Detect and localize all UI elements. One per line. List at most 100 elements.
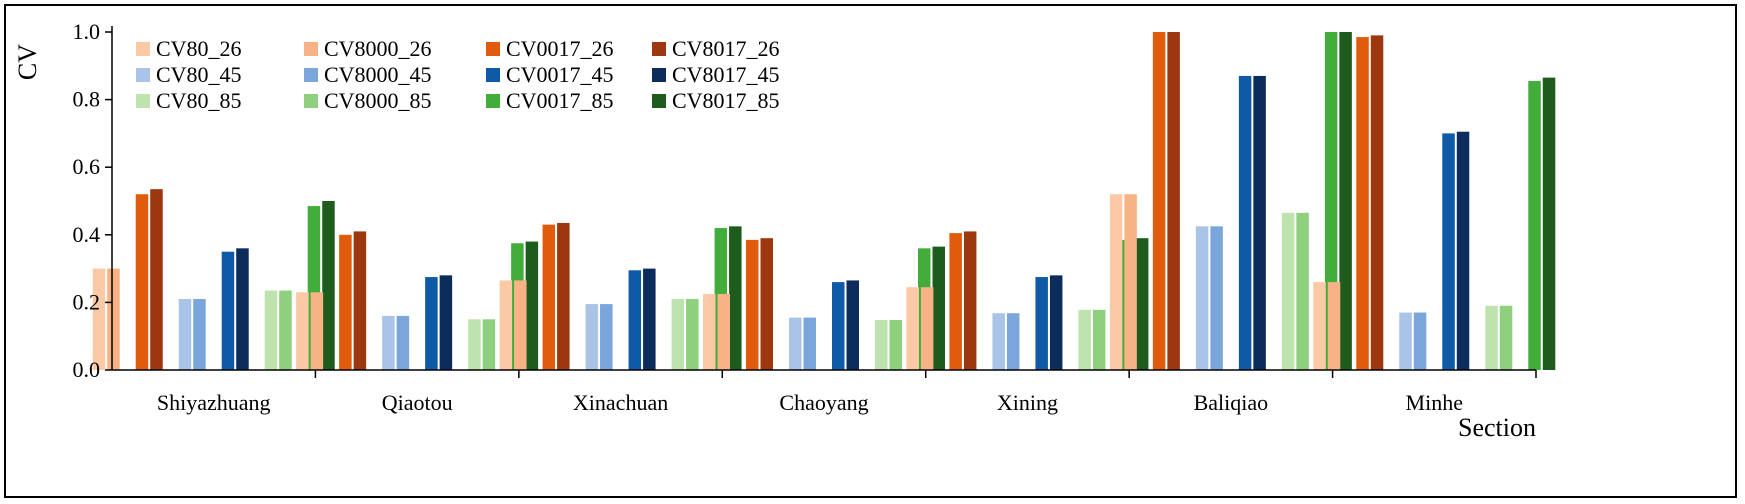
category-labels-group: Shiyazhuang Qiaotou Xinachuan Chaoyang Xinin…	[157, 390, 1463, 415]
bar-cv80-26	[1313, 282, 1326, 370]
y-ticks-group: 0.0 0.2 0.4 0.6 0.8 1.0	[73, 19, 112, 382]
bar-cv8017-26	[963, 231, 977, 370]
y-tick-label: 0.2	[73, 289, 101, 314]
bar-cv8017-85	[525, 241, 539, 370]
legend-swatch	[136, 94, 150, 108]
bar-cv8017-45	[1253, 75, 1266, 370]
bar-cv8017-26	[353, 231, 367, 370]
legend-swatch	[304, 42, 318, 56]
bar-cv8017-85	[932, 246, 945, 370]
bar-cv8000-45	[396, 315, 410, 370]
bar-cv0017-45	[221, 251, 235, 370]
bar-cv8017-85	[322, 201, 335, 370]
bar-cv80-45	[178, 299, 192, 370]
axes-group	[111, 26, 1537, 378]
legend-swatch	[304, 94, 318, 108]
bar-cv8000-85	[1092, 309, 1106, 370]
bar-cv8017-85	[1542, 77, 1556, 370]
x-axis-title: Section	[1458, 413, 1536, 442]
bar-cv80-85	[671, 299, 685, 370]
legend-label: CV8017_45	[672, 62, 780, 87]
bar-cv0017-26	[1152, 32, 1166, 370]
legend-label: CV8017_85	[672, 88, 780, 113]
legend-swatch	[486, 42, 500, 56]
bar-cv80-26	[1109, 194, 1123, 370]
legend-label: CV0017_26	[506, 36, 614, 61]
legend-label: CV0017_85	[506, 88, 614, 113]
bar-cv80-45	[992, 313, 1005, 370]
bar-cv8017-85	[1339, 32, 1352, 370]
bar-cv8017-45	[439, 275, 453, 370]
bar-cv80-45	[789, 317, 802, 370]
category-label: Shiyazhuang	[157, 390, 271, 415]
y-tick-label: 0.4	[73, 222, 101, 247]
legend-label: CV8000_85	[324, 88, 432, 113]
bar-cv80-85	[468, 319, 481, 370]
legend-label: CV8000_45	[324, 62, 432, 87]
legend-swatch	[486, 94, 500, 108]
chart-frame: 0.0 0.2 0.4 0.6 0.8 1.0 Shiyazhuang Qiaotou Xin…	[4, 4, 1737, 498]
bar-cv8017-45	[1049, 275, 1063, 370]
bar-cv8000-85	[1499, 305, 1513, 370]
bar-cv8017-26	[150, 189, 163, 370]
bar-cv80-26	[499, 280, 513, 370]
bar-cv0017-45	[1238, 75, 1252, 370]
bar-cv80-85	[1281, 212, 1295, 370]
bar-cv8000-85	[686, 299, 699, 370]
bar-cv8017-26	[1370, 35, 1384, 370]
legend-swatch	[136, 68, 150, 82]
bar-cv8000-85	[1296, 212, 1309, 370]
legend-swatch	[652, 42, 666, 56]
category-label: Baliqiao	[1194, 390, 1269, 415]
legend-label: CV8000_26	[324, 36, 432, 61]
bar-cv0017-45	[832, 282, 845, 370]
legend-label: CV80_45	[156, 62, 242, 87]
legend-swatch	[652, 68, 666, 82]
bar-cv8017-85	[1135, 238, 1149, 370]
bar-cv8000-45	[193, 299, 206, 370]
bar-cv8000-85	[482, 319, 496, 370]
legend-swatch	[652, 94, 666, 108]
bar-cv0017-26	[949, 233, 962, 370]
bars-group	[92, 32, 1556, 370]
bar-cv0017-45	[1442, 133, 1455, 370]
bar-cv8000-45	[1006, 313, 1020, 370]
bar-cv8017-26	[760, 238, 773, 370]
bar-cv0017-26	[542, 224, 556, 370]
bar-cv0017-26	[1356, 37, 1369, 370]
legend-label: CV0017_45	[506, 62, 614, 87]
bar-cv80-26	[296, 292, 309, 370]
bar-cv80-26	[92, 268, 106, 370]
y-tick-label: 0.8	[73, 87, 101, 112]
bar-cv0017-85	[1528, 81, 1541, 370]
bar-cv8000-85	[279, 290, 292, 370]
bar-cv8000-26	[717, 293, 730, 370]
y-tick-label: 0.6	[73, 154, 101, 179]
bar-cv8017-26	[1167, 32, 1180, 370]
bar-cv8000-45	[803, 317, 816, 370]
bar-cv80-85	[1078, 309, 1091, 370]
legend-label: CV80_26	[156, 36, 242, 61]
category-label: Chaoyang	[779, 390, 868, 415]
legend: CV80_26 CV8000_26 CV0017_26 CV8017_26 CV80_4…	[136, 36, 780, 113]
y-tick-label: 1.0	[73, 19, 101, 44]
bar-cv8000-45	[1413, 312, 1427, 370]
bar-cv8017-26	[557, 222, 570, 370]
bar-cv80-45	[1195, 226, 1209, 370]
bar-cv8017-45	[643, 268, 656, 370]
legend-swatch	[486, 68, 500, 82]
bar-cv8017-45	[1456, 131, 1470, 370]
bar-cv8000-85	[889, 319, 902, 370]
legend-swatch	[136, 42, 150, 56]
bar-cv8000-45	[1210, 226, 1223, 370]
bar-cv8017-45	[236, 248, 249, 370]
legend-swatch	[304, 68, 318, 82]
bar-cv0017-45	[628, 270, 642, 370]
category-label: Xinachuan	[573, 390, 668, 415]
bar-cv8000-26	[514, 280, 527, 370]
bar-cv0017-26	[339, 234, 352, 370]
bar-cv8000-26	[920, 287, 934, 370]
bar-cv8017-45	[846, 280, 859, 370]
bar-cv8000-26	[107, 268, 120, 370]
bar-cv80-45	[585, 304, 599, 370]
